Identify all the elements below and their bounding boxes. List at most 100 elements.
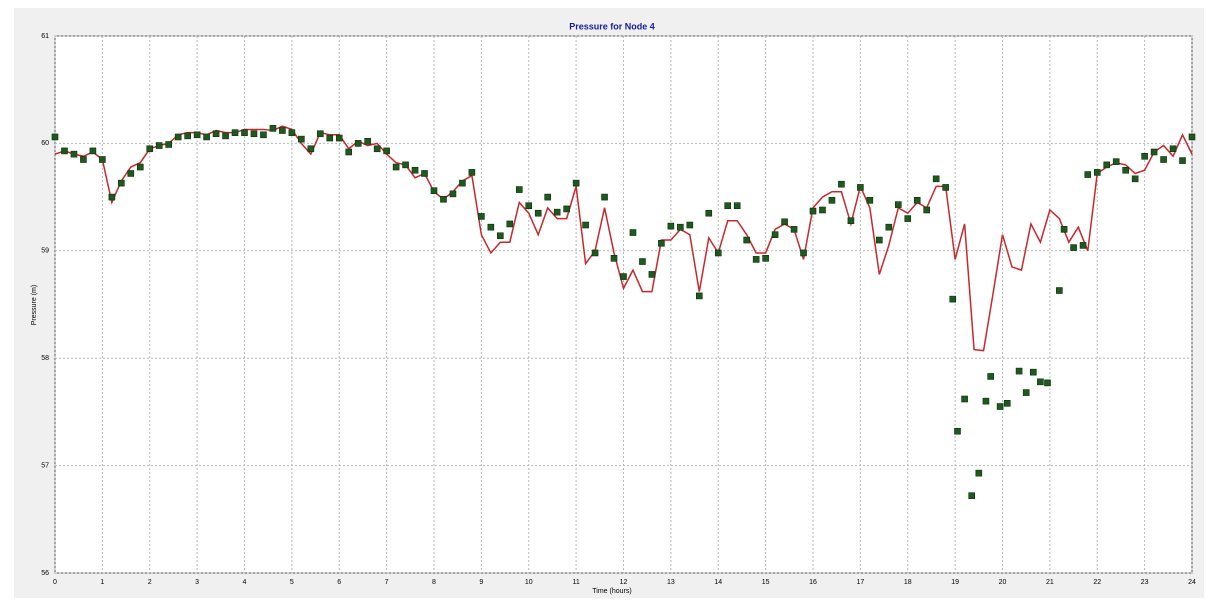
data-point: [620, 273, 627, 280]
data-point: [118, 179, 125, 187]
data-point: [515, 186, 523, 193]
data-point: [819, 206, 826, 214]
data-point: [288, 129, 296, 136]
data-point: [136, 163, 144, 171]
x-tick-label: 24: [1188, 579, 1196, 586]
data-point: [1022, 389, 1030, 396]
data-point: [913, 197, 921, 204]
data-point: [677, 223, 684, 231]
data-point: [1122, 166, 1129, 174]
data-point: [298, 135, 305, 143]
data-point: [885, 223, 893, 231]
data-point: [279, 127, 286, 134]
x-tick-label: 23: [1141, 579, 1149, 586]
y-tick-label: 60: [41, 140, 49, 147]
data-point: [932, 175, 940, 183]
data-point: [968, 492, 976, 499]
data-point: [809, 207, 817, 215]
x-tick-label: 11: [572, 579, 579, 586]
data-point: [525, 202, 533, 209]
x-tick-label: 20: [999, 579, 1007, 586]
data-point: [89, 147, 97, 155]
data-point: [923, 206, 931, 214]
data-point: [1079, 242, 1087, 249]
data-point: [1103, 161, 1111, 169]
data-point: [80, 156, 87, 163]
data-point: [497, 232, 504, 240]
x-tick-label: 22: [1093, 579, 1101, 586]
y-tick-label: 59: [41, 248, 49, 255]
data-point: [648, 271, 656, 278]
data-point: [1015, 367, 1023, 375]
data-point: [269, 125, 277, 132]
x-tick-label: 16: [809, 579, 817, 586]
y-tick-label: 57: [41, 462, 49, 469]
data-point: [506, 220, 514, 228]
data-point: [894, 201, 902, 208]
data-point: [127, 170, 135, 177]
data-point: [762, 255, 769, 262]
data-point: [231, 129, 239, 136]
x-tick-label: 21: [1046, 579, 1054, 586]
data-point: [838, 180, 845, 188]
data-point: [904, 215, 912, 222]
x-tick-label: 6: [337, 579, 341, 586]
data-point: [241, 129, 248, 136]
data-point: [250, 130, 258, 138]
data-point: [373, 145, 381, 153]
data-point: [193, 131, 201, 139]
data-point: [468, 169, 476, 176]
data-point: [440, 195, 447, 203]
data-point: [686, 221, 694, 229]
data-point: [667, 222, 675, 230]
data-point: [307, 145, 315, 153]
data-point: [639, 258, 646, 265]
x-tick-label: 1: [100, 579, 104, 586]
x-tick-label: 13: [667, 579, 675, 586]
data-point: [155, 142, 163, 149]
x-tick-label: 7: [385, 579, 389, 586]
data-point: [714, 249, 722, 257]
data-point: [1003, 400, 1011, 407]
x-tick-label: 0: [53, 579, 57, 586]
data-point: [1141, 152, 1148, 160]
x-tick-label: 5: [290, 579, 294, 586]
y-tick-label: 58: [41, 355, 49, 362]
x-tick-label: 19: [951, 579, 959, 586]
data-point: [847, 217, 855, 225]
data-point: [1131, 175, 1139, 183]
data-point: [364, 137, 371, 145]
data-point: [345, 148, 353, 156]
y-tick-label: 56: [41, 570, 49, 577]
data-point: [430, 187, 438, 194]
y-axis-label: Pressure (m): [31, 285, 38, 325]
data-point: [459, 179, 466, 187]
data-point: [1150, 148, 1158, 156]
data-point: [582, 221, 589, 229]
data-point: [601, 193, 608, 201]
data-point: [1179, 157, 1186, 164]
data-point: [942, 184, 949, 191]
data-point: [1037, 378, 1044, 386]
data-point: [982, 397, 990, 405]
data-point: [1044, 379, 1051, 387]
data-point: [733, 202, 741, 209]
data-point: [1160, 156, 1167, 163]
data-point: [743, 236, 750, 244]
data-point: [544, 193, 552, 201]
data-point: [828, 197, 836, 204]
data-point: [316, 130, 324, 138]
data-point: [51, 133, 59, 141]
data-point: [354, 140, 362, 147]
data-point: [876, 236, 883, 244]
data-point: [781, 218, 788, 226]
data-point: [174, 133, 182, 141]
data-point: [1169, 145, 1177, 153]
x-tick-label: 17: [856, 579, 864, 586]
data-point: [70, 150, 78, 158]
x-tick-label: 8: [432, 579, 436, 586]
data-point: [949, 295, 957, 303]
data-point: [411, 166, 419, 174]
x-tick-label: 14: [714, 579, 722, 586]
data-point: [487, 223, 495, 231]
